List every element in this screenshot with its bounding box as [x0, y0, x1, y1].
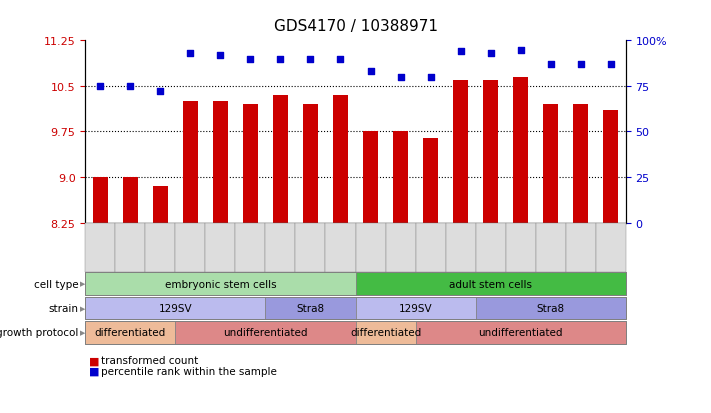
Text: adult stem cells: adult stem cells	[449, 279, 532, 289]
Bar	[453, 81, 468, 223]
Bar	[273, 96, 288, 223]
Point	[124, 83, 136, 90]
Text: ■: ■	[89, 356, 100, 366]
Point	[545, 62, 556, 68]
Text: cell type: cell type	[33, 279, 78, 289]
Point	[95, 83, 106, 90]
Bar	[573, 105, 588, 223]
Bar	[603, 111, 618, 223]
Text: embryonic stem cells: embryonic stem cells	[165, 279, 276, 289]
Point	[305, 56, 316, 63]
Text: differentiated: differentiated	[350, 328, 421, 338]
Point	[155, 89, 166, 95]
Text: differentiated: differentiated	[95, 328, 166, 338]
Bar	[483, 81, 498, 223]
Point	[365, 69, 376, 76]
Point	[185, 51, 196, 57]
Bar	[213, 102, 228, 223]
Text: transformed count: transformed count	[101, 356, 198, 366]
Text: 129SV: 129SV	[399, 303, 432, 313]
Text: 129SV: 129SV	[159, 303, 192, 313]
Point	[245, 56, 256, 63]
Point	[274, 56, 286, 63]
Text: undifferentiated: undifferentiated	[479, 328, 563, 338]
Text: ▶: ▶	[80, 330, 85, 336]
Bar	[93, 178, 108, 223]
Text: undifferentiated: undifferentiated	[223, 328, 308, 338]
Bar	[543, 105, 558, 223]
Bar	[243, 105, 258, 223]
Text: ▶: ▶	[80, 281, 85, 287]
Point	[425, 74, 437, 81]
Text: percentile rank within the sample: percentile rank within the sample	[101, 366, 277, 376]
Bar	[123, 178, 138, 223]
Text: GDS4170 / 10388971: GDS4170 / 10388971	[274, 19, 437, 33]
Point	[455, 49, 466, 55]
Text: Stra8: Stra8	[296, 303, 324, 313]
Point	[515, 47, 526, 54]
Bar	[423, 138, 438, 223]
Text: Stra8: Stra8	[537, 303, 565, 313]
Point	[605, 62, 616, 68]
Text: growth protocol: growth protocol	[0, 328, 78, 338]
Point	[335, 56, 346, 63]
Point	[395, 74, 406, 81]
Bar	[363, 132, 378, 223]
Point	[215, 52, 226, 59]
Text: ■: ■	[89, 366, 100, 376]
Bar	[333, 96, 348, 223]
Bar	[303, 105, 318, 223]
Bar	[153, 187, 168, 223]
Text: ▶: ▶	[80, 305, 85, 311]
Point	[485, 51, 496, 57]
Bar	[393, 132, 408, 223]
Bar	[513, 78, 528, 223]
Point	[575, 62, 587, 68]
Bar	[183, 102, 198, 223]
Text: strain: strain	[48, 303, 78, 313]
